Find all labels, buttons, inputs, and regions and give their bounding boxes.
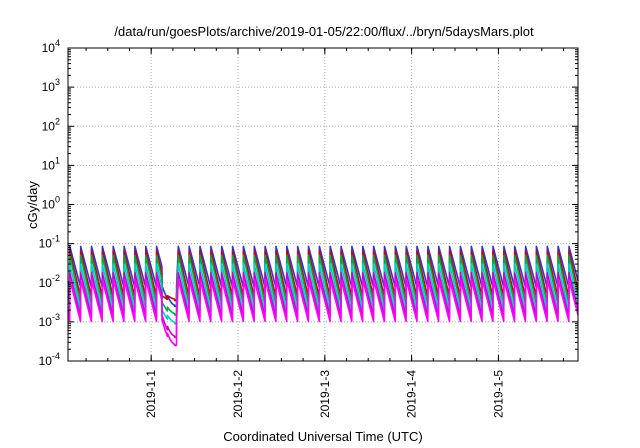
x-axis: 2019-1-1 2019-1-2 2019-1-3 2019-1-4 2019-1-5 [85,48,565,418]
series-line-4 [67,263,579,325]
y-tick-label: 10-2 [39,273,60,290]
series-line-5 [67,272,579,339]
y-tick-label: 103 [42,77,60,94]
chart-title: /data/run/goesPlots/archive/2019-01-05/2… [114,24,534,39]
x-tick-label: 2019-1-2 [231,370,245,418]
x-tick-label: 2019-1-1 [144,370,158,418]
y-axis-label: cGy/day [25,181,40,229]
series-line-6 [67,278,579,347]
x-tick-label: 2019-1-5 [491,370,505,418]
x-tick-label: 2019-1-3 [318,370,332,418]
y-tick-label: 101 [42,155,60,172]
y-tick-label: 10-4 [39,351,60,368]
y-axis: 10-4 10-3 10-2 10-1 100 101 102 103 104 [39,38,578,368]
x-tick-label: 2019-1-4 [405,370,419,418]
y-tick-label: 100 [42,195,60,212]
y-tick-label: 10-3 [39,312,60,329]
data-traces [67,245,579,347]
series-line-3 [67,254,579,316]
y-tick-label: 102 [42,116,60,133]
series-line-2 [67,250,579,302]
series-line-1 [67,245,579,308]
y-tick-label: 104 [42,38,60,55]
y-tick-label: 10-1 [39,234,60,251]
x-axis-label: Coordinated Universal Time (UTC) [223,429,422,444]
